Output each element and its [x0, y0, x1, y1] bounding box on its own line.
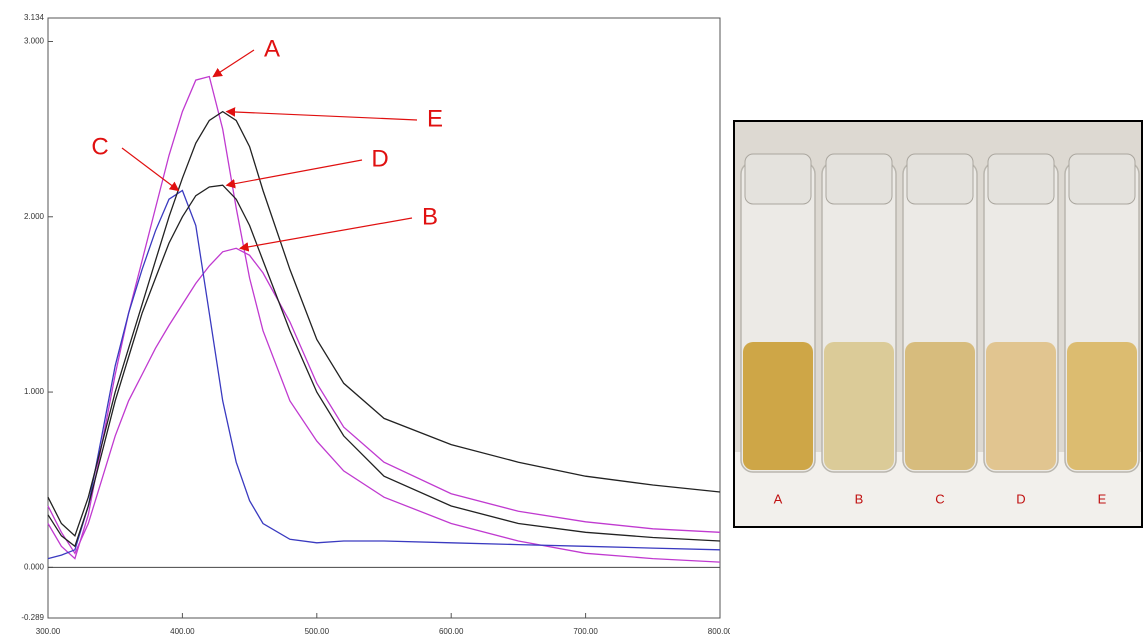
y-tick-label: -0.289 [21, 613, 44, 622]
photo: A B C D E [733, 120, 1143, 528]
x-tick-label: 800.00 [708, 627, 730, 636]
chart: -0.289 0.000 1.000 2.000 3.000 3.134 300.00 400… [21, 13, 730, 636]
x-tick-label: 600.00 [439, 627, 464, 636]
series-line [47, 247, 721, 555]
y-tick-label: 3.134 [24, 13, 45, 22]
annotation-arrow [225, 159, 363, 189]
vial-neck [825, 153, 893, 205]
vial-neck [906, 153, 974, 205]
annotation-arrow [225, 107, 418, 121]
series-line [47, 75, 721, 563]
vials: A B C D E [735, 122, 1141, 526]
series-line [47, 184, 721, 548]
annotation-arrow [121, 147, 180, 192]
vial-neck [1068, 153, 1136, 205]
series-line [47, 110, 721, 537]
annotation-label: E [427, 105, 443, 132]
vial-liquid [905, 342, 975, 470]
x-tick-label: 300.00 [36, 627, 61, 636]
x-tick-label: 500.00 [305, 627, 330, 636]
annotation-label: B [422, 203, 438, 230]
vial-liquid [986, 342, 1056, 470]
vial-neck [987, 153, 1055, 205]
vial-liquid [1067, 342, 1137, 470]
vial-label: B [855, 491, 864, 506]
annotation-arrow [238, 217, 413, 252]
x-tick-label: 700.00 [573, 627, 598, 636]
plot-frame [47, 17, 721, 619]
vial-label: D [1016, 491, 1025, 506]
annotation-label: A [264, 35, 280, 62]
x-tick-label: 400.00 [170, 627, 195, 636]
annotation-label: C [91, 133, 108, 160]
annotation-label: D [371, 145, 388, 172]
y-tick-label: 1.000 [24, 387, 45, 396]
vial-liquid [824, 342, 894, 470]
vial-neck [744, 153, 812, 205]
y-tick-label: 2.000 [24, 212, 45, 221]
vial-liquid [743, 342, 813, 470]
annotation-arrow [212, 49, 255, 78]
y-tick-label: 0.000 [24, 562, 45, 571]
series-line [47, 189, 721, 560]
vial-label: A [774, 491, 783, 506]
vial-label: C [935, 491, 944, 506]
vial-label: E [1098, 491, 1107, 506]
y-tick-label: 3.000 [24, 37, 45, 46]
